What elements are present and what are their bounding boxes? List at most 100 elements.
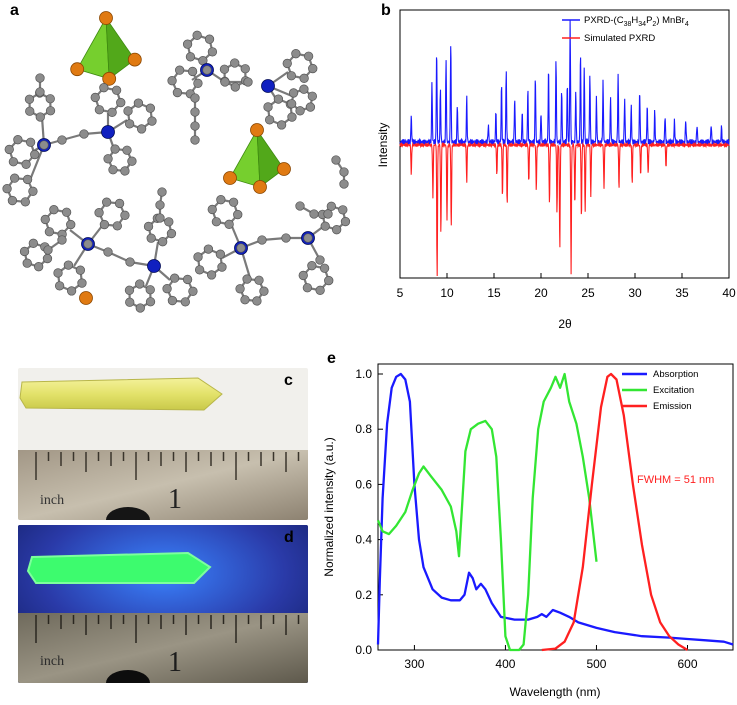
carbon-atom [25,106,35,116]
carbon-atom [45,106,56,116]
carbon-atom [49,205,59,215]
spectra-xlabel: Wavelength (nm) [510,685,601,699]
carbon-atom [114,198,125,209]
carbon-atom [217,262,227,272]
carbon-atom [240,64,250,74]
panel-label-d: d [284,529,294,546]
panel-label-e: e [327,350,336,367]
phosphorus-atom [147,259,161,273]
carbon-atom [147,116,157,126]
pxrd-ylabel: Intensity [376,123,390,168]
carbon-atom [276,120,287,130]
carbon-atom [22,258,32,268]
atom-group [2,11,351,313]
carbon-atom [28,238,38,248]
crystal-structure-figure [2,11,351,313]
carbon-atom [281,233,291,243]
carbon-atom [99,219,110,230]
carbon-atom [305,102,316,112]
carbon-atom [315,285,325,295]
spectra-series-emission [541,372,689,652]
carbon-atom [282,58,292,69]
carbon-atom [135,303,145,313]
mnbr4-tetrahedron-face [105,16,136,80]
carbon-atom [257,235,267,245]
carbon-atom [307,91,317,101]
carbon-atom [66,286,77,296]
carbon-atom [224,219,234,229]
spectra-y-tick-label: 0.8 [355,422,372,436]
carbon-atom [263,102,273,112]
carbon-atom [170,273,180,283]
ruler-number-d: 1 [168,647,182,678]
carbon-atom [133,98,144,108]
carbon-atom [175,65,185,75]
carbon-atom [24,94,35,104]
carbon-atom [45,94,55,104]
carbon-atom [75,265,86,275]
carbon-atom [28,186,38,196]
carbon-atom [309,209,319,219]
carbon-atom [21,159,31,169]
phosphorus-atom [101,125,115,139]
spectra-legend-label-excitation: Excitation [653,385,694,396]
carbon-atom [207,47,218,57]
carbon-atom [235,284,245,294]
carbon-atom [164,217,174,227]
carbon-atom [228,197,239,207]
spectra-y-tick-label: 0.4 [355,533,372,547]
carbon-atom [107,107,117,117]
carbon-atom [287,112,297,122]
pxrd-x-tick-label: 15 [487,286,501,300]
spectra-y-tick-label: 0.6 [355,477,372,491]
carbon-atom [112,221,122,231]
bond-group [6,16,347,309]
carbon-atom [193,252,203,262]
carbon-atom [190,93,200,103]
bromide-atom [102,71,117,86]
carbon-atom [57,235,67,245]
carbon-atom [273,94,284,104]
carbon-atom [286,71,297,81]
carbon-atom [103,154,113,164]
carbon-atom [63,260,74,270]
carbon-atom [39,140,49,150]
carbon-atom [124,285,135,295]
crystal-d [26,551,212,584]
carbon-atom [339,167,349,177]
bromide-atom [277,162,291,176]
carbon-atom [187,66,198,77]
carbon-atom [4,144,14,155]
carbon-atom [254,275,264,285]
carbon-atom [206,270,217,280]
spectra-legend-label-absorption: Absorption [653,369,698,380]
carbon-atom [339,179,349,189]
ruler-inch-text-d: inch [40,654,64,669]
carbon-atom [57,135,67,145]
carbon-atom [338,205,348,215]
carbon-atom [203,244,214,254]
carbon-atom [158,237,168,247]
carbon-atom [166,228,177,239]
ruler-c [18,450,308,520]
pxrd-chart: Intensity 2θ 5 10 15 20 25 30 35 40 PXRD-(C38H3… [376,9,736,331]
carbon-atom [323,209,333,219]
spectra-x-tick-label: 500 [586,657,606,671]
carbon-atom [204,34,215,44]
spectra-x-tick-label: 300 [404,657,424,671]
carbon-atom [120,166,130,176]
carbon-atom [111,85,122,95]
carbon-atom [94,208,104,218]
pxrd-series-simulated [399,141,730,277]
carbon-atom [320,221,330,231]
panel-label-a: a [10,2,19,19]
carbon-atom [236,243,246,253]
carbon-atom [42,253,53,264]
carbon-atom [7,195,18,206]
carbon-atom [143,221,154,232]
carbon-atom [102,197,112,207]
pxrd-x-tick-label: 40 [722,286,736,300]
fwhm-annotation: FWHM = 51 nm [637,474,714,486]
carbon-atom [264,115,275,125]
carbon-atom [124,119,135,129]
